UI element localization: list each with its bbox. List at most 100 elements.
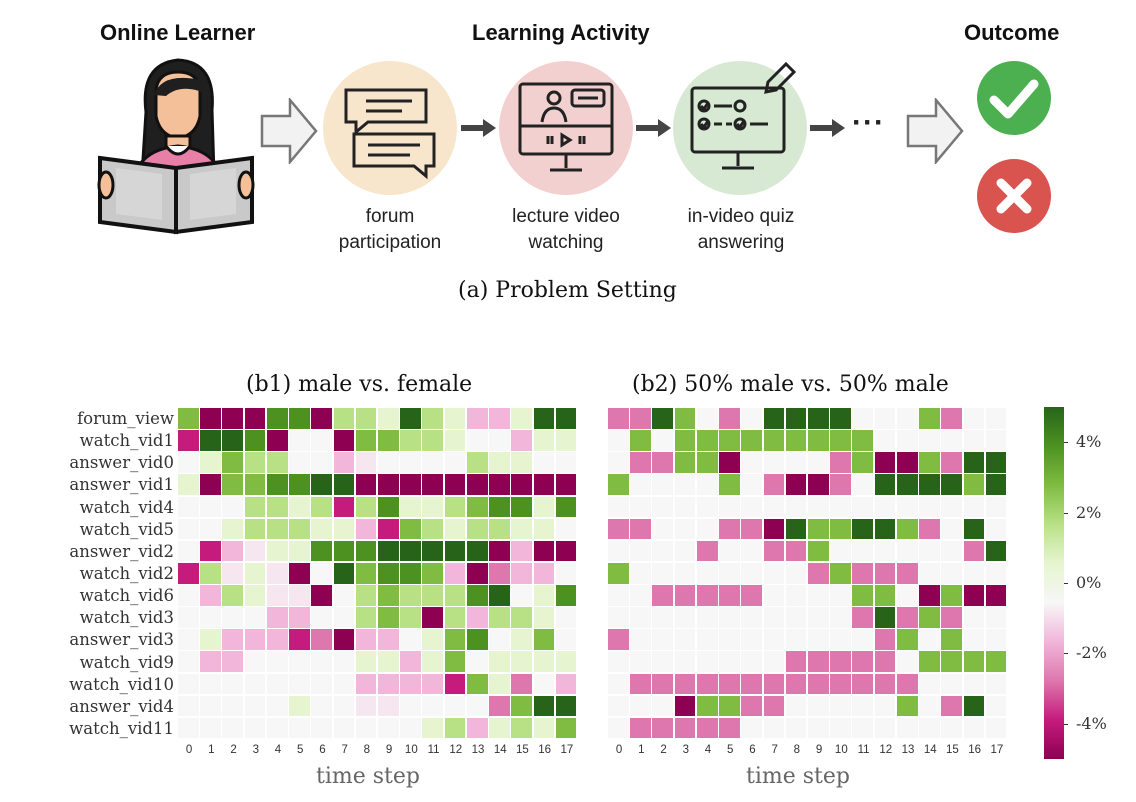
heatmap-cell — [830, 474, 851, 496]
heatmap-cell — [355, 651, 377, 673]
heatmap-cell — [919, 452, 940, 473]
heatmap-cell — [852, 430, 874, 451]
col-label: 0 — [185, 744, 193, 756]
heatmap-cell — [200, 408, 221, 429]
heatmap-cell — [444, 695, 466, 717]
heatmap-cell — [555, 496, 577, 518]
heatmap-b1 — [178, 408, 578, 740]
heatmap-cell — [533, 673, 555, 695]
heatmap-cell — [630, 474, 651, 496]
heatmap-cell — [808, 629, 829, 650]
heatmap-cell — [555, 607, 577, 628]
heatmap-cell — [830, 430, 851, 451]
heatmap-cell — [852, 562, 874, 584]
heatmap-cell — [555, 717, 577, 739]
heatmap-cell — [696, 585, 718, 606]
heatmap-cell — [466, 607, 488, 628]
heatmap-cell — [808, 408, 829, 429]
heatmap-cell — [763, 540, 785, 562]
row-label: forum_view — [77, 409, 174, 429]
heatmap-cell — [533, 496, 555, 518]
heatmap-cell — [511, 408, 533, 429]
heatmap-cell — [763, 518, 785, 540]
heatmap-cell — [311, 562, 333, 584]
heatmap-cell — [696, 651, 718, 673]
heatmap-cell — [333, 607, 355, 628]
heatmap-cell — [444, 430, 466, 451]
col-label: 13 — [471, 744, 485, 756]
heatmap-cell — [741, 585, 763, 606]
heatmap-cell — [178, 452, 199, 473]
heatmap-cell — [985, 607, 1007, 628]
heatmap-cell — [830, 651, 851, 673]
heatmap-cell — [311, 518, 333, 540]
heatmap-cell — [511, 474, 533, 496]
heatmap-cell — [178, 585, 199, 606]
heatmap-cell — [289, 585, 310, 606]
col-label: 12 — [449, 744, 463, 756]
heatmap-cell — [244, 452, 266, 473]
heatmap-cell — [489, 540, 510, 562]
heatmap-cell — [608, 518, 629, 540]
heatmap-cell — [719, 496, 740, 518]
heatmap-cell — [874, 673, 896, 695]
heatmap-cell — [266, 452, 288, 473]
heatmap-cell — [289, 695, 310, 717]
heatmap-cell — [355, 408, 377, 429]
heatmap-cell — [400, 585, 421, 606]
heatmap-cell — [963, 717, 985, 739]
heatmap-cell — [200, 474, 221, 496]
heatmap-cell — [355, 695, 377, 717]
heatmap-cell — [311, 651, 333, 673]
heatmap-cell — [985, 562, 1007, 584]
heatmap-cell — [985, 518, 1007, 540]
heatmap-cell — [489, 651, 510, 673]
heatmap-cell — [696, 474, 718, 496]
heatmap-cell — [630, 430, 651, 451]
col-label: 12 — [879, 744, 893, 756]
col-label: 17 — [990, 744, 1004, 756]
heatmap-cell — [422, 585, 444, 606]
heatmap-cell — [355, 540, 377, 562]
heatmap-cell — [674, 651, 696, 673]
heatmap-cell — [289, 430, 310, 451]
heatmap-cell — [985, 540, 1007, 562]
heatmap-cell — [511, 607, 533, 628]
heatmap-cell — [652, 607, 674, 628]
heatmap-cell — [719, 562, 740, 584]
heatmap-cell — [178, 518, 199, 540]
heatmap-cell — [696, 408, 718, 429]
heatmap-cell — [533, 540, 555, 562]
col-label: 7 — [771, 744, 778, 756]
heatmap-cell — [896, 607, 918, 628]
heatmap-cell — [674, 673, 696, 695]
heatmap-cell — [422, 695, 444, 717]
heatmap-cell — [963, 695, 985, 717]
heatmap-cell — [741, 562, 763, 584]
heatmap-title-b1: (b1) male vs. female — [246, 372, 473, 397]
heatmap-cell — [763, 651, 785, 673]
colorbar-tick-label: -4% — [1076, 713, 1107, 733]
heatmap-cell — [830, 496, 851, 518]
heatmap-cell — [919, 607, 940, 628]
heatmap-cell — [719, 430, 740, 451]
heatmap-cell — [511, 651, 533, 673]
heatmap-cell — [630, 695, 651, 717]
heatmap-cell — [422, 607, 444, 628]
heatmap-cell — [652, 585, 674, 606]
heatmap-cell — [422, 518, 444, 540]
heatmap-cell — [630, 562, 651, 584]
heatmap-cell — [785, 585, 807, 606]
activity-label-video: lecture video watching — [512, 206, 620, 253]
col-label: 3 — [252, 744, 259, 756]
heatmap-cell — [400, 452, 421, 473]
heatmap-cell — [652, 695, 674, 717]
heatmap-cell — [696, 673, 718, 695]
heatmap-cell — [244, 629, 266, 650]
heatmap-cell — [266, 474, 288, 496]
heatmap-cell — [896, 452, 918, 473]
heatmap-cell — [830, 585, 851, 606]
heatmap-cell — [378, 695, 399, 717]
colorbar-tick — [1064, 583, 1068, 584]
heatmap-cell — [333, 518, 355, 540]
